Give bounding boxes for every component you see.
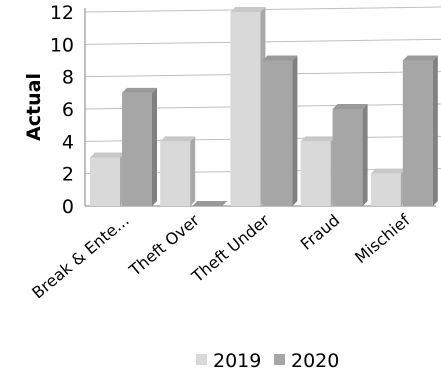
y-tick-label: 2 [62, 164, 74, 186]
y-axis-label: Actual [23, 73, 45, 141]
legend: 2019 2020 [196, 350, 339, 372]
bar [332, 104, 368, 206]
bar-top [122, 87, 157, 93]
bar-side [432, 55, 438, 206]
y-tick-label: 0 [62, 196, 74, 218]
bar-front [230, 12, 261, 206]
x-tick-label: Fraud [297, 211, 343, 254]
y-tick-label: 8 [62, 67, 74, 89]
x-tick-label: Break & Ente... [28, 211, 132, 303]
bar-top [160, 136, 196, 142]
bar-top [300, 136, 336, 142]
bar [122, 87, 157, 206]
bar-top [192, 201, 228, 206]
bar-side [292, 55, 298, 206]
bar-side [190, 136, 196, 206]
bar [90, 152, 125, 206]
bars [90, 7, 438, 207]
bar [160, 136, 196, 206]
bar-top [262, 55, 298, 61]
bar [402, 55, 438, 206]
bar-front [262, 60, 293, 206]
bar-front [402, 60, 433, 206]
x-tick-label: Theft Under [187, 210, 273, 286]
bar-top [230, 7, 266, 12]
bar-front [90, 157, 120, 206]
bar-side [362, 104, 368, 206]
bar-top [370, 168, 406, 174]
bar [230, 7, 266, 206]
legend-swatch [274, 354, 285, 365]
bar [370, 168, 406, 206]
y-ticks: 0 2 4 6 8 10 12 [50, 2, 74, 218]
y-tick-label: 12 [50, 2, 74, 24]
x-tick-label: Mischief [351, 210, 414, 267]
bar [300, 136, 336, 206]
legend-swatch [196, 354, 207, 365]
legend-label: 2019 [213, 350, 261, 372]
bar [262, 55, 298, 206]
y-tick-label: 6 [62, 99, 74, 121]
bar-front [160, 141, 191, 206]
bar-front [370, 173, 401, 206]
bar-top [402, 55, 438, 61]
y-tick-label: 4 [62, 131, 74, 153]
bar-front [300, 141, 331, 206]
bar [192, 201, 228, 207]
bar-front [122, 92, 152, 206]
bar-top [332, 104, 368, 109]
bar-side [152, 87, 157, 206]
y-tick-label: 10 [50, 34, 74, 56]
bar-front [332, 109, 363, 206]
bar-top [90, 152, 125, 158]
legend-label: 2020 [291, 350, 339, 372]
